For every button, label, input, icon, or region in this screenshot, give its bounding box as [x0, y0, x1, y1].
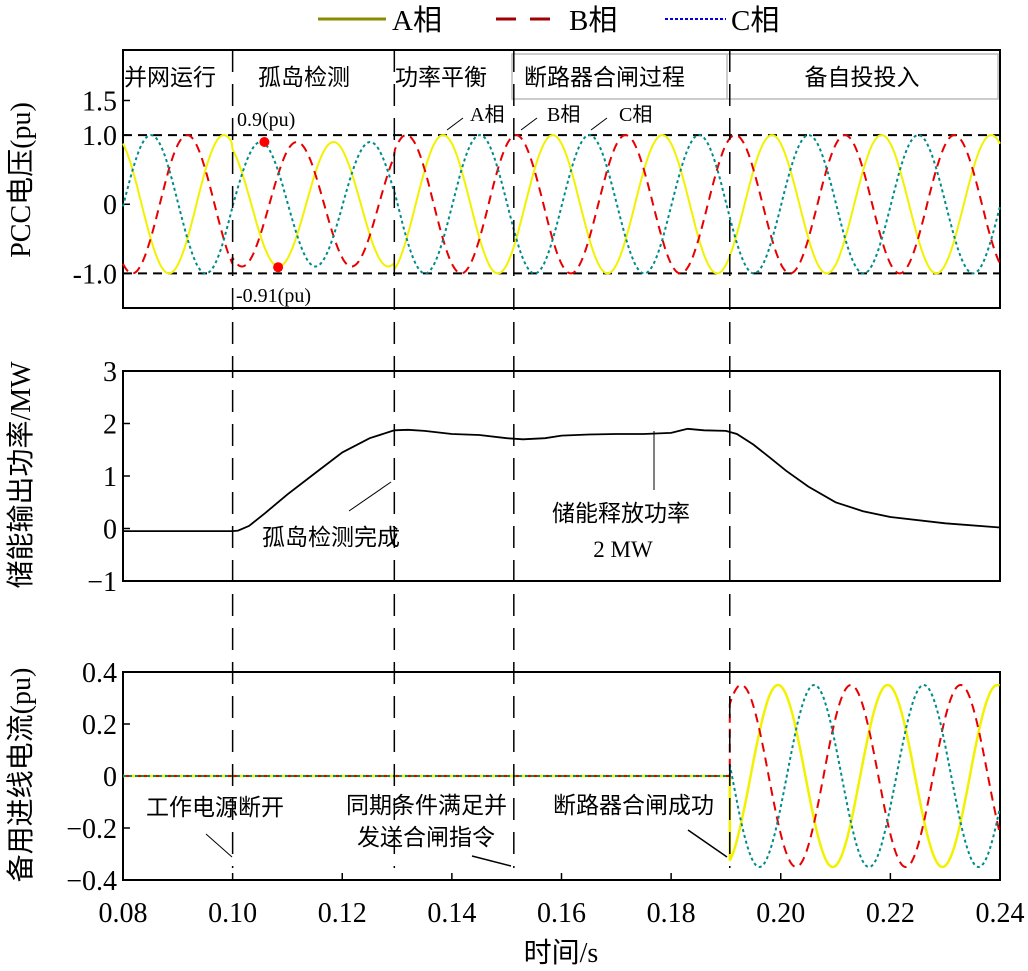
x-tick-label: 0.20: [756, 898, 805, 929]
y-tick-label: −0.4: [66, 866, 117, 897]
legend-label-b: B相: [569, 4, 617, 37]
stage-box: [511, 53, 999, 100]
annotation-release-2: 2 MW: [593, 537, 653, 562]
y-tick-label: 0: [103, 515, 117, 546]
series-current-b: [123, 684, 1001, 868]
y-tick-label: 1.0: [82, 121, 117, 152]
leader-source-off: [205, 833, 233, 858]
annotation-detect-done: 孤岛检测完成: [262, 525, 400, 550]
stage-auto-transfer: 备自投投入: [805, 65, 920, 90]
annotation-source-off: 工作电源断开: [146, 795, 284, 820]
marked-point: [259, 136, 270, 147]
series-voltage-a: [122, 134, 1001, 275]
series-current-a: [123, 683, 1001, 869]
leader-detect-done: [348, 481, 392, 512]
y-tick-label: 0: [103, 762, 117, 793]
y-tick-label: 1: [103, 462, 117, 493]
annotation-release-1: 储能释放功率: [552, 501, 690, 526]
leader-breaker-ok: [687, 829, 728, 858]
y-axis-label-current: 备用进线电流(pu): [5, 668, 37, 883]
marked-point: [273, 262, 284, 273]
y-tick-label: 2: [103, 410, 117, 441]
leader-b: [520, 117, 538, 131]
x-axis: 时间/s 0.08 0.10 0.12 0.14 0.16 0.18 0.20 0.22 0.2…: [99, 898, 1025, 969]
legend-label-a: A相: [392, 4, 442, 37]
series-voltage-c: [122, 134, 1001, 275]
x-tick-label: 0.22: [866, 898, 915, 929]
y-tick-label: 3: [103, 357, 117, 388]
leader-c: [590, 117, 608, 131]
annotation-min: -0.91(pu): [236, 285, 311, 307]
annotation-phase-a: A相: [470, 103, 504, 126]
x-tick-label: 0.16: [537, 898, 586, 929]
x-tick-label: 0.10: [208, 898, 257, 929]
x-tick-label: 0.24: [976, 898, 1025, 929]
stage-power-balance: 功率平衡: [395, 65, 487, 90]
plot-frame: [122, 49, 1001, 309]
y-tick-label: 1.5: [82, 86, 117, 117]
legend-label-c: C相: [731, 4, 779, 37]
backup-current-panel: 工作电源断开 同期条件满足并 发送合闸指令 断路器合闸成功 备用进线电流(pu)…: [5, 658, 1001, 897]
x-tick-label: 0.12: [318, 898, 367, 929]
x-axis-label: 时间/s: [524, 937, 599, 969]
leader-a: [446, 117, 464, 131]
annotation-breaker-ok: 断路器合闸成功: [553, 793, 714, 818]
y-tick-label: 0.4: [82, 658, 117, 689]
legend: A相 B相 C相: [318, 4, 779, 37]
annotation-sync-1: 同期条件满足并: [346, 793, 507, 818]
x-tick-label: 0.18: [647, 898, 696, 929]
stage-island-detect: 孤岛检测: [258, 65, 350, 90]
y-axis-label-power: 储能输出功率/MW: [5, 361, 37, 589]
y-tick-label: −1: [87, 567, 117, 598]
annotation-sync-2: 发送合闸指令: [357, 825, 495, 850]
series-power: [123, 427, 1001, 532]
y-tick-label: -1.0: [73, 259, 117, 290]
y-tick-label: 0.2: [82, 710, 117, 741]
annotation-phase-b: B相: [547, 103, 580, 126]
y-tick-label: 0: [103, 190, 117, 221]
series-current-c: [123, 683, 1001, 869]
x-tick-label: 0.08: [99, 898, 148, 929]
x-tick-label: 0.14: [427, 898, 476, 929]
plot-frame: [122, 370, 1001, 582]
annotation-phase-c: C相: [619, 103, 652, 126]
leader-sync: [471, 855, 512, 867]
storage-power-panel: 孤岛检测完成 储能释放功率 2 MW 储能输出功率/MW 3 2 1 0 −1: [5, 357, 1001, 598]
y-axis-label-voltage: PCC电压(pu): [5, 102, 37, 258]
stage-breaker-closing: 断路器合闸过程: [524, 65, 685, 90]
annotation-max: 0.9(pu): [237, 109, 295, 131]
series-voltage-b: [122, 134, 1001, 275]
y-tick-label: −0.2: [66, 814, 117, 845]
pcc-voltage-panel: 并网运行 孤岛检测 功率平衡 断路器合闸过程 备自投投入 0.9(pu) -0.…: [5, 49, 1001, 309]
stage-grid-connected: 并网运行: [124, 65, 216, 90]
